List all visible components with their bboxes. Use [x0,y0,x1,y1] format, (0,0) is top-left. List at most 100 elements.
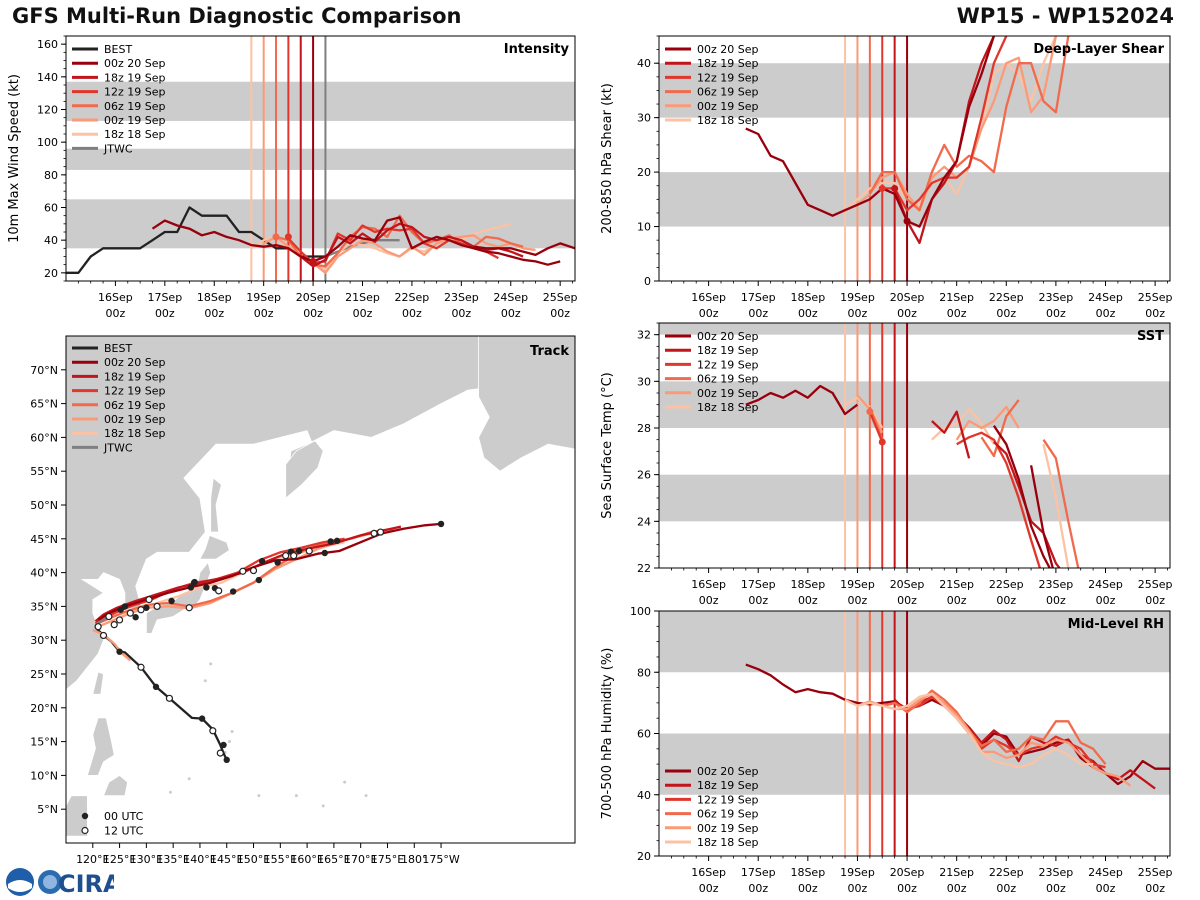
intensity-legend-label-6: 18z 18 Sep [104,128,166,141]
sst-ylabel: Sea Surface Temp (°C) [600,372,615,519]
rh-legend-label-3: 06z 19 Sep [697,808,759,821]
luzon-landmass [86,717,115,776]
shear-xtick-hour-7: 00z [1046,307,1066,320]
sst-xtick-day-7: 23Sep [1039,578,1074,591]
sst-series-00z-20-sep-0 [745,384,859,416]
island-0 [203,679,207,683]
track-ytick-label-1: 10°N [30,769,58,782]
intensity-ytick-label-0: 20 [44,267,58,280]
shear-xtick-hour-0: 00z [699,307,719,320]
island-10 [343,780,347,784]
track-xtick-label-9: 165°E [317,853,350,866]
rh-series-06z-19-sep-3 [869,689,1107,765]
sst-band-0 [659,474,1170,522]
track-marker-legend-label-1: 12 UTC [104,825,144,838]
track-dot-00utc-10 [295,547,303,555]
sst-legend-label-3: 06z 19 Sep [697,373,759,386]
sst-xtick-hour-6: 00z [996,594,1016,607]
shear-xtick-day-0: 16Sep [691,291,726,304]
track-ytick-label-7: 40°N [30,567,58,580]
intensity-xtick-day-5: 21Sep [345,291,380,304]
shear-legend-label-3: 06z 19 Sep [697,86,759,99]
track-legend-label-4: 06z 19 Sep [104,399,166,412]
track-ytick-label-12: 65°N [30,398,58,411]
rh-xtick-day-5: 21Sep [939,866,974,879]
rh-ytick-label-4: 100 [630,605,651,618]
intensity-legend-label-2: 18z 19 Sep [104,71,166,84]
sst-xtick-hour-2: 00z [798,594,818,607]
shear-series-18z-19-sep-4 [893,36,995,245]
sst-series-00z-20-sep-12 [1029,465,1054,568]
intensity-xtick-day-8: 24Sep [493,291,528,304]
shear-xtick-day-8: 24Sep [1088,291,1123,304]
sst-ytick-label-1: 24 [637,515,651,528]
track-series-00z-19-sep-2 [92,629,132,662]
shear-ytick-label-1: 10 [637,221,651,234]
track-dot-00utc-13 [258,557,266,565]
track-dot-00utc-6 [437,520,445,528]
track-dot-00utc-22 [143,604,150,611]
track-dot-12utc-4 [99,631,108,640]
track-dot-12utc-19 [376,528,385,536]
island-9 [321,804,325,808]
track-dot-12utc-18 [370,529,378,537]
sst-xtick-day-1: 17Sep [741,578,776,591]
island-1 [209,662,213,666]
sst-series-00z-19-sep-6 [955,405,1020,441]
track-dot-12utc-6 [110,621,118,629]
shear-band-0 [659,172,1170,227]
track-xtick-label-7: 155°E [264,853,297,866]
shear-xtick-day-2: 18Sep [790,291,825,304]
shear-marker-1 [891,184,899,192]
intensity-xtick-day-0: 16Sep [98,291,133,304]
track-dot-00utc-0 [223,756,230,764]
track-dot-12utc-10 [153,602,161,611]
island-5 [257,794,261,798]
track-panel: 5°N 10°N 15°N 20°N 25°N 30°N 35°N 40°N 45°N 50°N 5… [30,335,576,866]
intensity-series-18z-19-sep-6 [299,222,524,268]
intensity-ytick-label-3: 80 [44,169,58,182]
sst-ytick-label-4: 30 [637,375,651,388]
sst-series-12z-19-sep-4 [868,411,884,443]
track-dot-12utc-8 [126,609,134,617]
track-xtick-label-11: 175°E [371,853,404,866]
sst-title: SST [1137,329,1164,344]
intensity-xtick-hour-7: 00z [451,307,471,320]
intensity-legend-label-1: 00z 20 Sep [104,57,166,70]
rh-xtick-day-0: 16Sep [691,866,726,879]
sst-ytick-label-0: 22 [637,562,651,575]
shear-ytick-label-0: 0 [644,275,651,288]
intensity-ylabel: 10m Max Wind Speed (kt) [7,74,22,243]
rh-xtick-hour-1: 00z [748,882,768,895]
track-ytick-label-0: 5°N [37,803,58,816]
intensity-ytick-label-5: 120 [37,104,58,117]
track-ytick-label-2: 15°N [30,736,58,749]
track-xtick-label-0: 120°E [76,853,109,866]
intensity-ytick-label-6: 140 [37,71,58,84]
rh-xtick-day-1: 17Sep [741,866,776,879]
sst-series-18z-19-sep-10 [993,441,1061,568]
track-dot-12utc-15 [282,552,290,560]
sst-xtick-hour-5: 00z [947,594,967,607]
track-ytick-label-3: 20°N [30,702,58,715]
sst-xtick-day-2: 18Sep [790,578,825,591]
sst-xtick-hour-4: 00z [897,594,917,607]
track-xtick-label-10: 170°E [344,853,377,866]
intensity-marker-1 [284,233,292,241]
track-marker-legend-00utc [81,812,89,820]
intensity-marker-0 [272,233,280,241]
track-dot-00utc-25 [117,606,124,613]
track-dot-00utc-15 [229,588,237,595]
track-dot-00utc-23 [132,614,139,621]
track-dot-12utc-13 [239,567,247,575]
shear-xtick-day-7: 23Sep [1039,291,1074,304]
track-ytick-label-11: 60°N [30,431,58,444]
intensity-title: Intensity [504,42,570,57]
shear-series-00z-20-sep-5 [745,36,995,228]
intensity-xtick-day-9: 25Sep [543,291,578,304]
rh-ylabel: 700-500 hPa Humidity (%) [600,648,615,820]
asia-landmass [66,336,522,691]
rh-series-00z-19-sep-4 [857,692,1131,787]
track-dot-12utc-2 [137,663,145,671]
